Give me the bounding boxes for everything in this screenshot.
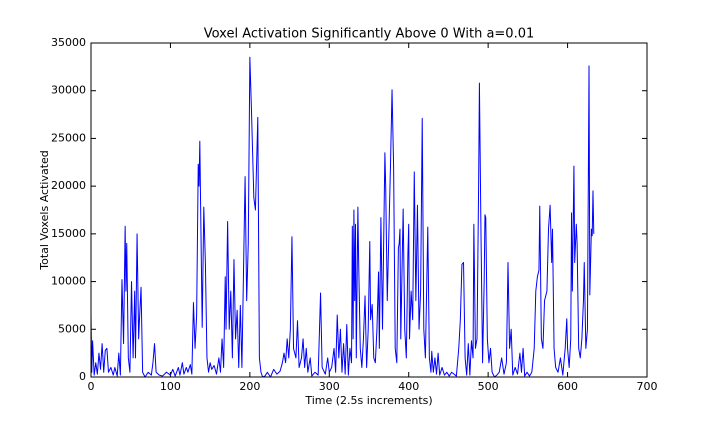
x-axis-label: Time (2.5s increments) — [304, 394, 432, 407]
y-tick-label: 0 — [79, 370, 86, 383]
x-tick-label: 0 — [88, 380, 95, 393]
x-tick-label: 600 — [557, 380, 578, 393]
plot-frame — [90, 42, 648, 378]
x-tick-label: 700 — [637, 380, 658, 393]
y-tick-label: 35000 — [51, 36, 86, 49]
y-tick-label: 10000 — [51, 275, 86, 288]
y-tick-label: 5000 — [58, 322, 86, 335]
x-tick-label: 400 — [398, 380, 419, 393]
x-tick-label: 200 — [239, 380, 260, 393]
x-tick-label: 300 — [319, 380, 340, 393]
x-tick-label: 500 — [478, 380, 499, 393]
y-tick-label: 20000 — [51, 179, 86, 192]
y-tick-label: 25000 — [51, 131, 86, 144]
y-axis-label: Total Voxels Activated — [38, 150, 51, 271]
chart-title: Voxel Activation Significantly Above 0 W… — [204, 27, 535, 42]
y-tick-label: 15000 — [51, 227, 86, 240]
y-tick-label: 30000 — [51, 84, 86, 97]
data-line — [90, 56, 595, 378]
x-tick-label: 100 — [160, 380, 181, 393]
